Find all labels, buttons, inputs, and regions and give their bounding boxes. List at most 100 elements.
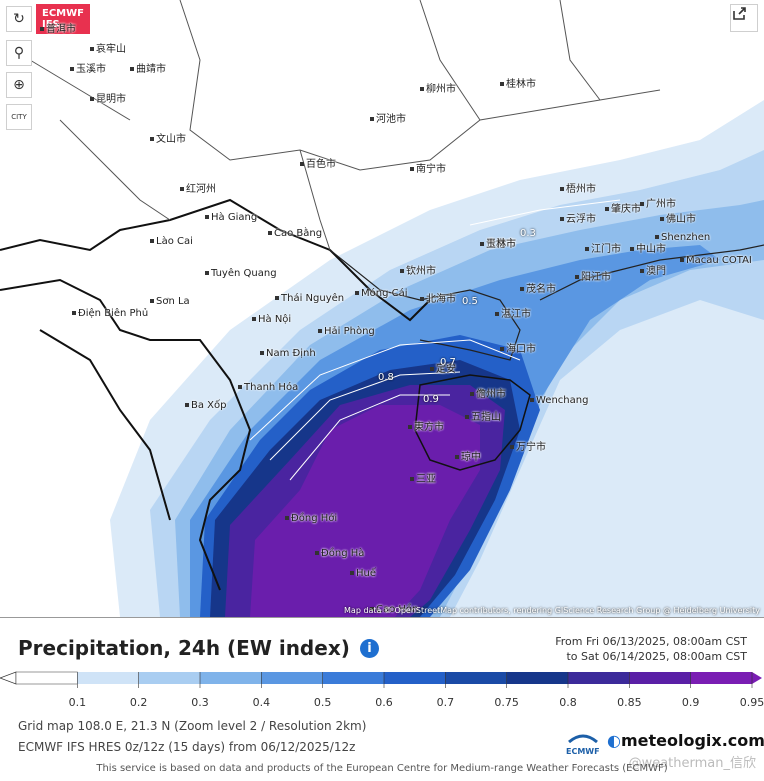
brand-icon: ◐ — [607, 731, 621, 750]
city-dot-icon — [560, 217, 564, 221]
city-label: 湛江市 — [495, 305, 531, 320]
scale-tick-label: 0.7 — [437, 696, 455, 709]
scale-band — [77, 672, 139, 684]
city-dot-icon — [530, 398, 534, 402]
zoom-button[interactable]: ⊕ — [6, 72, 32, 98]
city-dot-icon — [410, 167, 414, 171]
location-pin-button[interactable]: ⚲ — [6, 40, 32, 66]
scale-band — [15, 671, 78, 685]
city-dot-icon — [640, 202, 644, 206]
city-dot-icon — [465, 415, 469, 419]
ecmwf-ifs-badge[interactable]: ECMWF IFS — [36, 4, 90, 34]
city-name: 柳州市 — [426, 84, 456, 95]
city-name: 琼中 — [461, 452, 481, 463]
city-label: Cao Bằng — [268, 228, 322, 239]
city-name: 三亚 — [416, 474, 436, 485]
contour-label: 0.9 — [423, 394, 439, 405]
city-label: Đồng Hà — [315, 548, 364, 559]
city-label: Thanh Hóa — [238, 382, 298, 393]
city-label: 桂林市 — [500, 75, 536, 90]
city-dot-icon — [300, 162, 304, 166]
scale-tick-label: 0.85 — [617, 696, 642, 709]
weather-map[interactable]: ↻ ⚲ ⊕ CITY ECMWF IFS 普洱市 哀牢山 玉溪市 红河州 昆明市 曲靖市文… — [0, 0, 764, 618]
model-run-info: ECMWF IFS HRES 0z/12z (15 days) from 06/… — [18, 740, 356, 754]
city-dot-icon — [275, 296, 279, 300]
city-label: 昆明市 — [90, 90, 126, 105]
city-label: Lào Cai — [150, 236, 193, 247]
city-name: Tuyên Quang — [211, 268, 277, 279]
city-name: 文山市 — [156, 134, 186, 145]
city-dot-icon — [238, 385, 242, 389]
city-dot-icon — [605, 207, 609, 211]
scale-tick-label: 0.5 — [314, 696, 332, 709]
ecmwf-logo-icon: ECMWF — [566, 734, 600, 756]
city-dot-icon — [205, 215, 209, 219]
city-name: Đồng Hới — [291, 513, 338, 524]
city-label: 茂名市 — [520, 280, 556, 295]
contour-label: 0.7 — [440, 357, 456, 368]
city-label: Móng Cái — [355, 288, 408, 299]
city-name: Nam Định — [266, 348, 316, 359]
city-label: Ba Xốp — [185, 400, 226, 411]
city-dot-icon — [90, 97, 94, 101]
city-label: Tuyên Quang — [205, 268, 277, 279]
city-name: 茂名市 — [526, 284, 556, 295]
city-dot-icon — [150, 137, 154, 141]
city-name: 佛山市 — [666, 214, 696, 225]
city-name: Macau COTAI — [686, 255, 752, 266]
city-name: 南宁市 — [416, 164, 446, 175]
date-to: to Sat 06/14/2025, 08:00am CST — [566, 650, 747, 663]
city-dot-icon — [560, 187, 564, 191]
city-label: 南宁市 — [410, 160, 446, 175]
reload-button[interactable]: ↻ — [6, 6, 32, 32]
city-dot-icon — [500, 82, 504, 86]
share-button[interactable] — [730, 4, 758, 32]
city-name: Cao Bằng — [274, 228, 323, 239]
city-label: 红河州 — [180, 180, 216, 195]
city-name: Huế — [356, 568, 377, 579]
city-label: 曲靖市 — [130, 60, 166, 75]
city-label: 中山市 — [630, 240, 666, 255]
city-dot-icon — [510, 445, 514, 449]
contour-label: 0.3 — [520, 228, 536, 239]
city-name: 東方市 — [414, 422, 444, 433]
city-name: 云浮市 — [566, 214, 596, 225]
chart-title: Precipitation, 24h (EW index) — [18, 636, 350, 660]
scale-band — [506, 672, 568, 684]
city-label: 哀牢山 — [90, 40, 126, 55]
meteologix-brand[interactable]: ◐meteologix.com — [607, 731, 764, 750]
city-name: 阳江市 — [581, 272, 611, 283]
city-name: 红河州 — [186, 184, 216, 195]
scale-tick-label: 0.95 — [740, 696, 764, 709]
city-label: 万宁市 — [510, 438, 546, 453]
city-label: 河池市 — [370, 110, 406, 125]
city-name: 广州市 — [646, 199, 676, 210]
city-label: 百色市 — [300, 155, 336, 170]
city-label: Hải Phòng — [318, 326, 375, 337]
city-name: 定安 — [436, 364, 456, 375]
city-dot-icon — [680, 258, 684, 262]
city-name: Móng Cái — [361, 288, 408, 299]
grid-info: Grid map 108.0 E, 21.3 N (Zoom level 2 /… — [18, 719, 367, 733]
info-button[interactable]: i — [360, 639, 379, 658]
map-attribution: Map data © OpenStreetMap contributors, r… — [344, 606, 760, 615]
contour-label: 0.8 — [378, 372, 394, 383]
city-dot-icon — [185, 403, 189, 407]
scale-band — [445, 672, 507, 684]
city-name: 昆明市 — [96, 94, 126, 105]
city-dot-icon — [630, 247, 634, 251]
city-label: Nam Định — [260, 348, 316, 359]
city-toggle-button[interactable]: CITY — [6, 104, 32, 130]
city-dot-icon — [355, 291, 359, 295]
city-dot-icon — [370, 607, 374, 611]
city-label: Huế — [350, 568, 376, 579]
city-name: 五指山 — [471, 412, 501, 423]
city-name: 江门市 — [591, 244, 621, 255]
city-name: 曲靖市 — [136, 64, 166, 75]
city-label: Hà Giang — [205, 212, 257, 223]
city-name: 百色市 — [306, 159, 336, 170]
city-label: Điện Biên Phủ — [72, 308, 148, 319]
city-label: 文山市 — [150, 130, 186, 145]
city-dot-icon — [408, 425, 412, 429]
city-label: 江门市 — [585, 240, 621, 255]
